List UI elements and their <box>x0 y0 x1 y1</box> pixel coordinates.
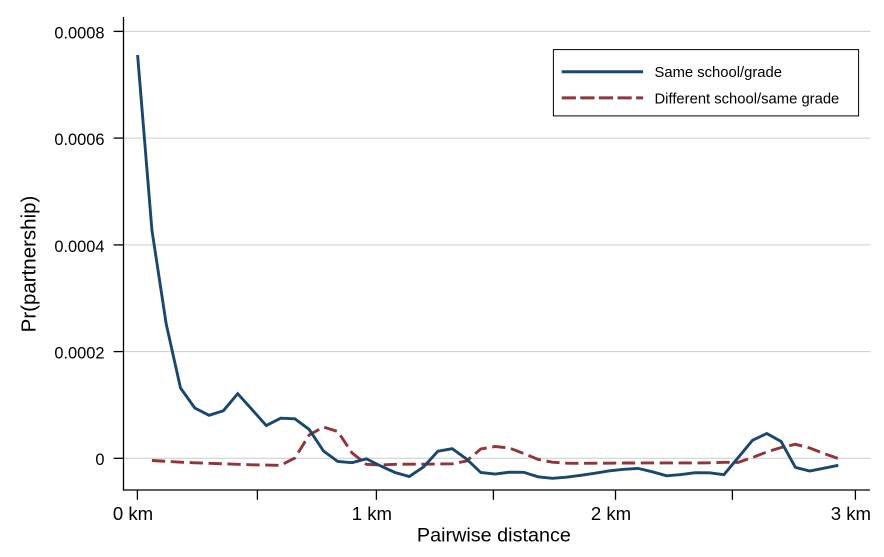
svg-text:Same school/grade: Same school/grade <box>655 65 783 81</box>
svg-text:2 km: 2 km <box>591 503 631 524</box>
svg-text:0: 0 <box>95 451 104 469</box>
svg-text:3 km: 3 km <box>831 503 871 524</box>
svg-text:1 km: 1 km <box>352 503 392 524</box>
svg-text:Pairwise distance: Pairwise distance <box>417 524 571 546</box>
svg-text:0.0006: 0.0006 <box>54 131 104 149</box>
svg-text:0 km: 0 km <box>113 503 153 524</box>
svg-text:0.0008: 0.0008 <box>54 24 104 42</box>
svg-text:0.0002: 0.0002 <box>54 345 104 363</box>
svg-text:Pr(partnership): Pr(partnership) <box>18 196 41 333</box>
svg-text:Different school/same grade: Different school/same grade <box>655 91 840 107</box>
svg-text:0.0004: 0.0004 <box>54 238 104 256</box>
